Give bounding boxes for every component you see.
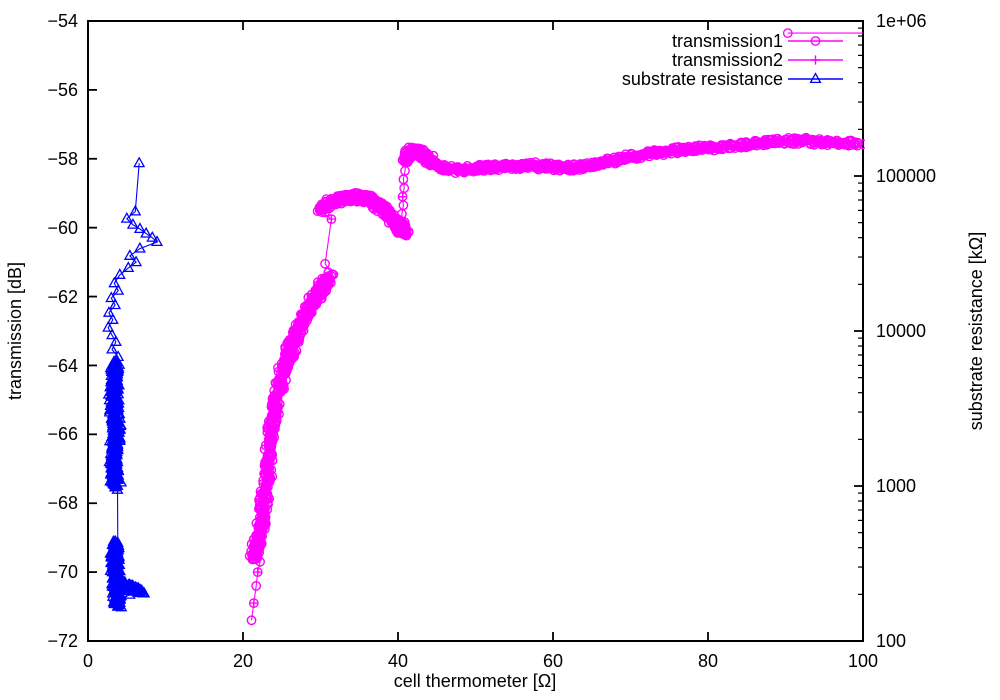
y-left-tick-label-3: −60 — [47, 218, 78, 238]
x-tick-label-1: 20 — [232, 651, 254, 671]
legend-entry-transmission1: transmission1 — [671, 31, 783, 51]
y-right-tick-label-3: 1000 — [876, 476, 917, 496]
x-tick-label-5: 100 — [847, 651, 879, 671]
legend-entry-substrate-resistance: substrate resistance — [621, 69, 783, 89]
y-left-tick-label-0: −54 — [47, 11, 78, 31]
y-right-tick-label-1: 100000 — [876, 166, 937, 186]
y-left-tick-label-8: −70 — [47, 562, 78, 582]
y-axis-title-right: substrate resistance [kΩ] — [966, 231, 986, 431]
x-axis-title: cell thermometer [Ω] — [393, 671, 557, 691]
y-right-tick-label-4: 100 — [876, 631, 907, 651]
x-tick-label-0: 0 — [82, 651, 93, 671]
y-left-tick-label-6: −66 — [47, 424, 78, 444]
y-left-tick-label-9: −72 — [47, 631, 78, 651]
y-left-tick-label-1: −56 — [47, 80, 78, 100]
x-tick-label-4: 80 — [697, 651, 719, 671]
y-right-tick-label-0: 1e+06 — [876, 11, 927, 31]
y-left-tick-label-7: −68 — [47, 493, 78, 513]
legend-entry-transmission2: transmission2 — [671, 50, 783, 70]
y-left-tick-label-2: −58 — [47, 149, 78, 169]
y-left-tick-label-4: −62 — [47, 287, 78, 307]
y-left-tick-label-5: −64 — [47, 356, 78, 376]
x-tick-label-3: 60 — [542, 651, 564, 671]
y-axis-title-left: transmission [dB] — [5, 261, 25, 401]
x-tick-label-2: 40 — [387, 651, 409, 671]
y-right-tick-label-2: 10000 — [876, 321, 927, 341]
